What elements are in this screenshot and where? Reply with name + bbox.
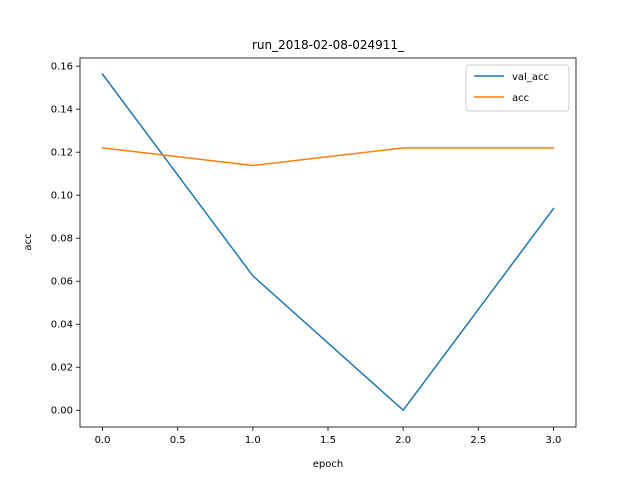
y-tick-label: 0.10 (51, 191, 73, 202)
x-tick-label: 3.0 (546, 435, 562, 446)
y-tick-label: 0.08 (51, 234, 73, 245)
x-tick-label: 1.0 (245, 435, 261, 446)
plot-lines (101, 73, 555, 411)
chart-title: run_2018-02-08-024911_ (252, 38, 405, 52)
y-axis-ticks: 0.00 0.02 0.04 0.06 0.08 0.10 0.12 0.14 0.16 (51, 62, 80, 417)
x-tick-label: 2.5 (470, 435, 486, 446)
x-tick-label: 2.0 (395, 435, 411, 446)
y-tick-label: 0.16 (51, 62, 73, 73)
x-axis-ticks: 0.0 0.5 1.0 1.5 2.0 2.5 3.0 (95, 427, 562, 446)
legend-label-val-acc: val_acc (512, 72, 549, 83)
series-line-val-acc (101, 73, 555, 411)
x-tick-label: 0.5 (170, 435, 186, 446)
x-tick-label: 1.5 (320, 435, 336, 446)
y-tick-label: 0.12 (51, 148, 73, 159)
series-line-acc (101, 147, 555, 167)
legend-label-acc: acc (512, 93, 529, 104)
y-tick-label: 0.06 (51, 277, 73, 288)
x-axis-label: epoch (313, 459, 343, 470)
y-axis-label: acc (23, 233, 34, 250)
x-tick-label: 0.0 (95, 435, 111, 446)
y-tick-label: 0.04 (51, 320, 73, 331)
y-tick-label: 0.02 (51, 363, 73, 374)
y-tick-label: 0.00 (51, 406, 73, 417)
legend: val_acc acc (465, 64, 570, 112)
plot-area-frame (79, 57, 577, 428)
y-tick-label: 0.14 (51, 105, 73, 116)
